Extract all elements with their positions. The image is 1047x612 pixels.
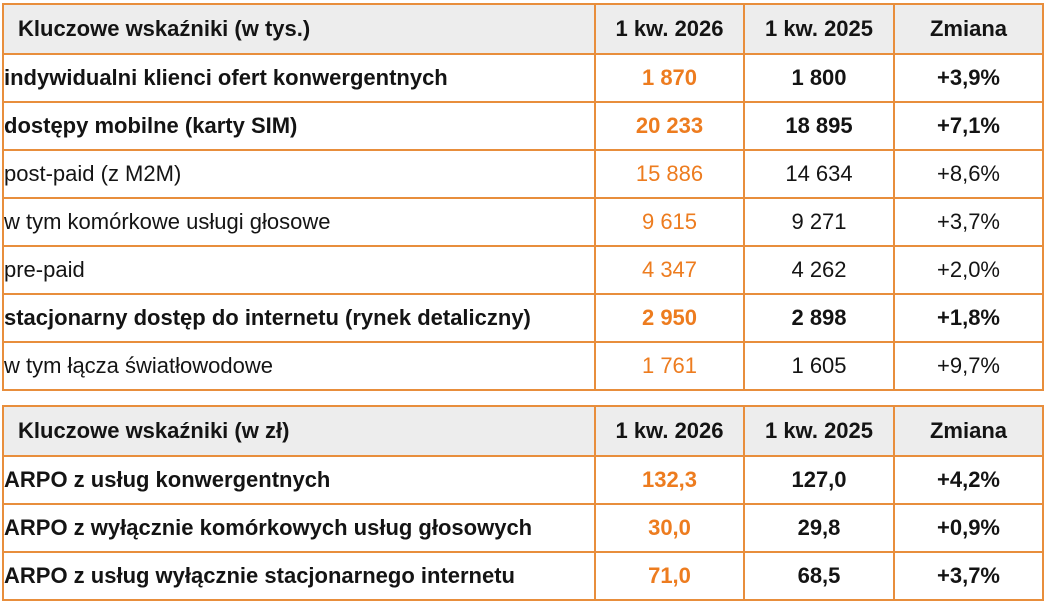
kpi-table-row: stacjonarny dostęp do internetu (rynek d… bbox=[2, 293, 1044, 343]
value-2026-cell: 1 761 bbox=[594, 341, 745, 391]
kpi-table-row: ARPO z usług konwergentnych 132,3 127,0 +4,… bbox=[2, 455, 1044, 505]
header-col-change: Zmiana bbox=[893, 405, 1044, 457]
header-kpi-title: Kluczowe wskaźniki (w zł) bbox=[2, 405, 596, 457]
kpi-table-row: indywidualni klienci ofert konwergentnyc… bbox=[2, 53, 1044, 103]
kpi-table-thousands: Kluczowe wskaźniki (w tys.) 1 kw. 2026 1… bbox=[2, 3, 1044, 391]
change-cell: +3,7% bbox=[893, 551, 1044, 601]
kpi-label-cell: indywidualni klienci ofert konwergentnyc… bbox=[2, 53, 596, 103]
value-2025-cell: 2 898 bbox=[743, 293, 895, 343]
value-2025-cell: 29,8 bbox=[743, 503, 895, 553]
value-2025-cell: 68,5 bbox=[743, 551, 895, 601]
header-kpi-title: Kluczowe wskaźniki (w tys.) bbox=[2, 3, 596, 55]
value-2025-cell: 18 895 bbox=[743, 101, 895, 151]
header-col-2025: 1 kw. 2025 bbox=[743, 405, 895, 457]
kpi-label-cell: w tym komórkowe usługi głosowe bbox=[2, 197, 596, 247]
value-2025-cell: 1 800 bbox=[743, 53, 895, 103]
kpi-label-cell: w tym łącza światłowodowe bbox=[2, 341, 596, 391]
header-col-2026: 1 kw. 2026 bbox=[594, 3, 745, 55]
kpi-label-cell: dostępy mobilne (karty SIM) bbox=[2, 101, 596, 151]
value-2025-cell: 127,0 bbox=[743, 455, 895, 505]
kpi-label-cell: pre-paid bbox=[2, 245, 596, 295]
value-2026-cell: 4 347 bbox=[594, 245, 745, 295]
value-2026-cell: 9 615 bbox=[594, 197, 745, 247]
change-cell: +3,7% bbox=[893, 197, 1044, 247]
value-2026-cell: 30,0 bbox=[594, 503, 745, 553]
change-cell: +9,7% bbox=[893, 341, 1044, 391]
kpi-label-cell: ARPO z usług konwergentnych bbox=[2, 455, 596, 505]
kpi-table-row: ARPO z wyłącznie komórkowych usług głoso… bbox=[2, 503, 1044, 553]
value-2025-cell: 9 271 bbox=[743, 197, 895, 247]
kpi-label-cell: post-paid (z M2M) bbox=[2, 149, 596, 199]
kpi-table-row: w tym łącza światłowodowe 1 761 1 605 +9,7% bbox=[2, 341, 1044, 391]
value-2026-cell: 2 950 bbox=[594, 293, 745, 343]
value-2026-cell: 132,3 bbox=[594, 455, 745, 505]
kpi-table-zloty: Kluczowe wskaźniki (w zł) 1 kw. 2026 1 k… bbox=[2, 405, 1044, 601]
header-row: Kluczowe wskaźniki (w zł) 1 kw. 2026 1 k… bbox=[2, 405, 1044, 457]
value-2025-cell: 4 262 bbox=[743, 245, 895, 295]
kpi-label-cell: ARPO z wyłącznie komórkowych usług głoso… bbox=[2, 503, 596, 553]
value-2025-cell: 14 634 bbox=[743, 149, 895, 199]
header-col-2026: 1 kw. 2026 bbox=[594, 405, 745, 457]
value-2026-cell: 15 886 bbox=[594, 149, 745, 199]
change-cell: +4,2% bbox=[893, 455, 1044, 505]
value-2026-cell: 1 870 bbox=[594, 53, 745, 103]
header-row: Kluczowe wskaźniki (w tys.) 1 kw. 2026 1… bbox=[2, 3, 1044, 55]
change-cell: +2,0% bbox=[893, 245, 1044, 295]
change-cell: +7,1% bbox=[893, 101, 1044, 151]
kpi-table-row: w tym komórkowe usługi głosowe 9 615 9 271… bbox=[2, 197, 1044, 247]
value-2025-cell: 1 605 bbox=[743, 341, 895, 391]
change-cell: +0,9% bbox=[893, 503, 1044, 553]
change-cell: +8,6% bbox=[893, 149, 1044, 199]
header-col-2025: 1 kw. 2025 bbox=[743, 3, 895, 55]
kpi-table-row: dostępy mobilne (karty SIM) 20 233 18 895 +… bbox=[2, 101, 1044, 151]
kpi-table-row: post-paid (z M2M) 15 886 14 634 +8,6% bbox=[2, 149, 1044, 199]
change-cell: +1,8% bbox=[893, 293, 1044, 343]
change-cell: +3,9% bbox=[893, 53, 1044, 103]
value-2026-cell: 71,0 bbox=[594, 551, 745, 601]
kpi-label-cell: stacjonarny dostęp do internetu (rynek d… bbox=[2, 293, 596, 343]
value-2026-cell: 20 233 bbox=[594, 101, 745, 151]
header-col-change: Zmiana bbox=[893, 3, 1044, 55]
kpi-table-row: pre-paid 4 347 4 262 +2,0% bbox=[2, 245, 1044, 295]
kpi-table-row: ARPO z usług wyłącznie stacjonarnego int… bbox=[2, 551, 1044, 601]
kpi-label-cell: ARPO z usług wyłącznie stacjonarnego int… bbox=[2, 551, 596, 601]
